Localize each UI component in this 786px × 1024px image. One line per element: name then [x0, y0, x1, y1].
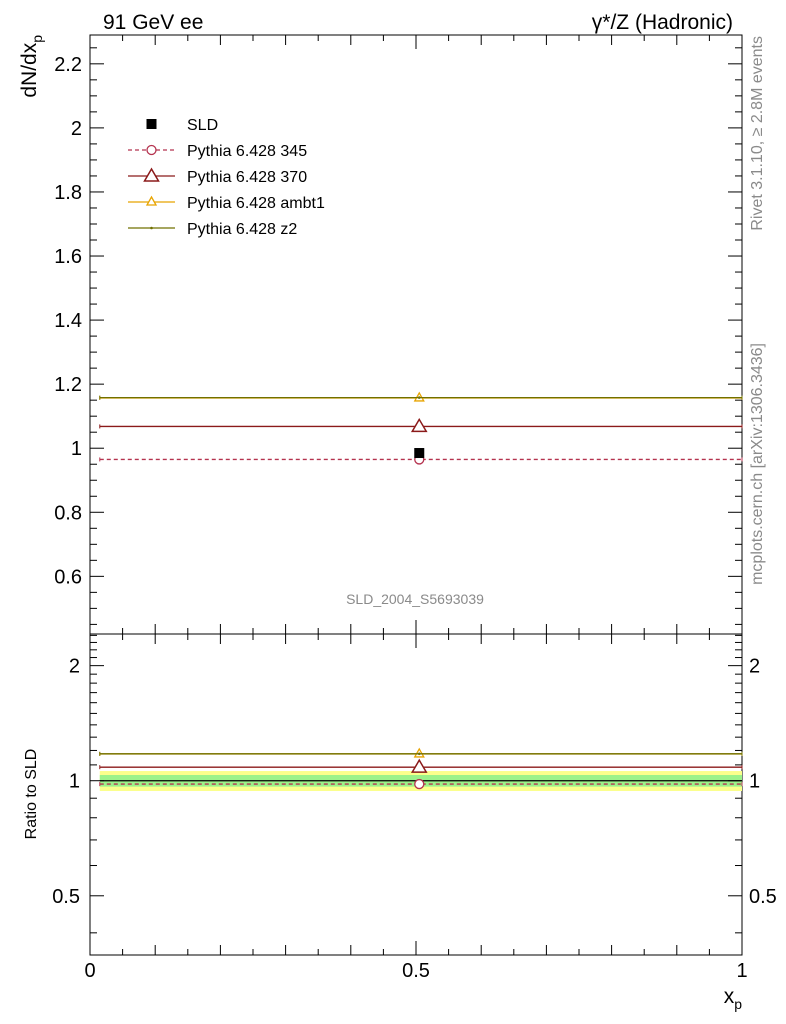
legend: SLD Pythia 6.428 345 Pythia 6.428 370 Pythi…: [128, 117, 325, 238]
main-y-tick-label: 1.4: [54, 310, 82, 332]
main-y-tick-label: 0.6: [54, 566, 82, 588]
main-y-axis-label: dN/dxp: [18, 35, 45, 98]
ratio-y-axis-label: Ratio to SLD: [23, 749, 40, 840]
ratio-y-tick-label: 2: [69, 656, 80, 678]
main-series-group: [99, 391, 743, 465]
legend-label-ambt1: Pythia 6.428 ambt1: [187, 195, 325, 212]
series-marker-p370: [410, 758, 428, 773]
ratio-y-tick-label-right: 2: [749, 656, 760, 678]
ratio-y-tick-label-right: 1: [749, 771, 760, 793]
legend-marker-data: [146, 119, 157, 129]
main-y-tick-label: 1.2: [54, 374, 82, 396]
ratio-y-tick-label-right: 0.5: [749, 886, 777, 908]
legend-marker-p345: [146, 144, 157, 156]
main-y-tick-label: 1: [71, 438, 82, 460]
ratio-y-tick-label: 1: [69, 771, 80, 793]
x-axis-ticks: 0 0.5 1: [84, 634, 748, 982]
x-tick-label: 1: [736, 960, 747, 982]
rivet-version-label: Rivet 3.1.10, ≥ 2.8M events: [749, 36, 766, 231]
x-tick-label: 0.5: [402, 960, 430, 982]
analysis-watermark: SLD_2004_S5693039: [346, 591, 484, 607]
ratio-panel: Ratio to SLD 0.5 0.51 12 2 0 0.5 1 xp: [23, 633, 777, 1012]
series-marker-p370: [410, 417, 428, 433]
legend-label-z2: Pythia 6.428 z2: [187, 221, 297, 238]
ratio-y-tick-label: 0.5: [52, 886, 80, 908]
header-energy-label: 91 GeV ee: [103, 11, 203, 34]
legend-marker-z2: [150, 226, 153, 230]
series-marker-data: [414, 448, 425, 459]
ratio-frame: [89, 633, 743, 956]
main-y-tick-label: 2.2: [54, 54, 82, 76]
legend-marker-p370: [143, 167, 160, 182]
x-tick-label: 0: [84, 960, 95, 982]
legend-label-p370: Pythia 6.428 370: [187, 169, 307, 186]
series-marker-z2: [417, 396, 421, 399]
main-axis-ticks: 0.6 0.8 1 1.2 1.4 1.6 1.8 2 2.2: [54, 35, 743, 634]
main-y-tick-label: 1.6: [54, 246, 82, 268]
ratio-series-group: [99, 747, 743, 790]
legend-label-data: SLD: [187, 117, 218, 134]
main-panel: SLD_2004_S5693039 dN/dxp 0.6 0.8 1 1.2 1.4 1.…: [18, 34, 743, 635]
mcplots-label: mcplots.cern.ch [arXiv:1306.3436]: [749, 343, 766, 585]
ratio-axis-ticks: 0.5 0.5 1 1 2 2: [52, 634, 777, 934]
series-marker-p345: [414, 778, 425, 790]
legend-label-p345: Pythia 6.428 345: [187, 143, 307, 160]
series-marker-z2: [417, 752, 421, 756]
header-process-label: γ*/Z (Hadronic): [592, 11, 733, 34]
main-y-tick-label: 2: [71, 118, 82, 140]
x-axis-label: xp: [724, 985, 743, 1012]
legend-marker-ambt1: [145, 195, 158, 206]
main-y-tick-label: 0.8: [54, 502, 82, 524]
main-y-tick-label: 1.8: [54, 182, 82, 204]
